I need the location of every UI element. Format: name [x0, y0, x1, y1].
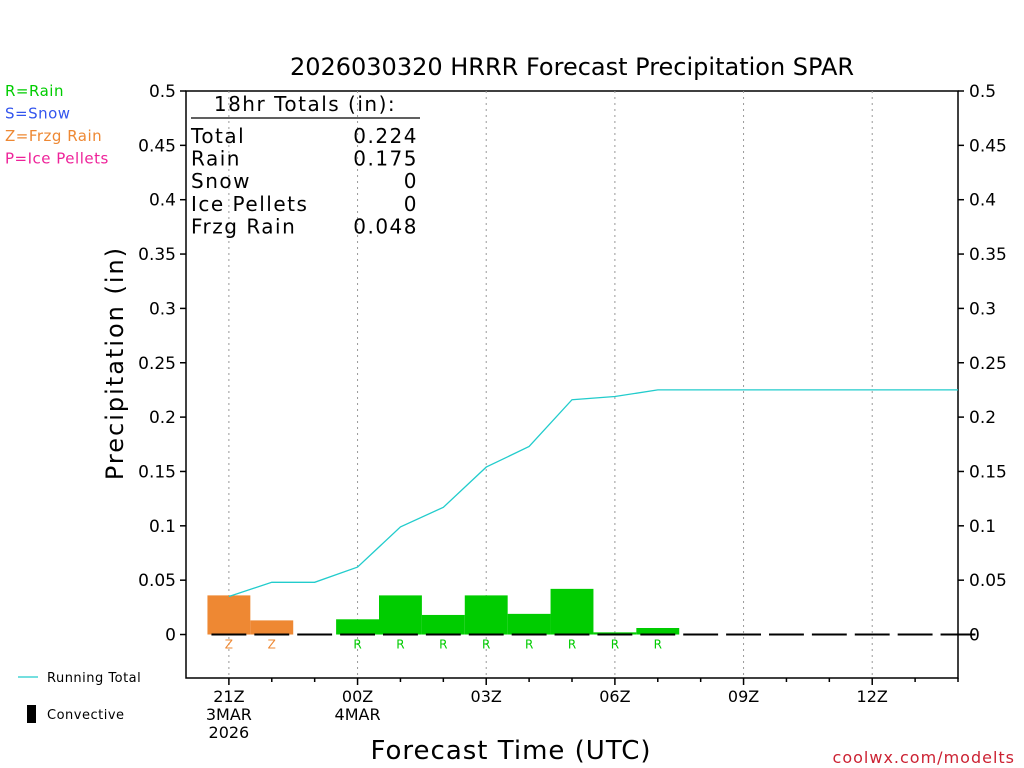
precip-bar — [464, 595, 508, 635]
y-tick-label-right: 0.15 — [969, 462, 1007, 482]
precip-bar — [336, 619, 379, 635]
running-total-line — [228, 389, 958, 598]
totals-row-value: 0.048 — [353, 214, 418, 238]
running-total-legend-label: Running Total — [47, 671, 141, 686]
precip-type-marker: Z — [225, 638, 233, 652]
y-tick-label-left: 0.4 — [149, 191, 176, 211]
type-legend-item: S=Snow — [5, 105, 71, 123]
precip-type-marker: Z — [268, 638, 276, 652]
y-tick-label-left: 0 — [165, 626, 176, 646]
precip-type-marker: R — [439, 638, 447, 652]
precip-type-marker: R — [396, 638, 404, 652]
totals-row-value: 0 — [404, 192, 418, 216]
precip-bars — [207, 588, 680, 635]
precip-bar — [593, 632, 637, 635]
precip-bar — [507, 613, 551, 635]
totals-box: 18hr Totals (in): Total 0.224 Rain 0.175 Snow… — [190, 92, 420, 238]
y-tick-label-left: 0.3 — [149, 299, 176, 319]
precip-type-marker: R — [353, 638, 361, 652]
precip-type-marker: R — [525, 638, 533, 652]
precip-type-marker: R — [568, 638, 576, 652]
footer-credit: coolwx.com/modelts — [833, 748, 1015, 767]
type-legend-item: P=Ice Pellets — [5, 150, 109, 168]
y-tick-label-right: 0.5 — [969, 82, 996, 102]
x-tick-label: 03Z — [471, 687, 502, 706]
y-tick-label-right: 0.25 — [969, 354, 1007, 374]
series-legend: Running Total Convective — [18, 671, 141, 723]
precip-bar — [250, 620, 294, 635]
precip-type-marker: R — [611, 638, 619, 652]
x-tick-label: 09Z — [728, 687, 759, 706]
chart-title: 2026030320 HRRR Forecast Precipitation S… — [290, 53, 854, 81]
y-tick-label-left: 0.15 — [138, 462, 176, 482]
totals-row-label: Rain — [191, 147, 241, 171]
x-tick-label: 21Z — [213, 687, 244, 706]
x-axis-label: Forecast Time (UTC) — [370, 736, 651, 766]
totals-row-label: Ice Pellets — [191, 192, 308, 216]
x-tick-label: 3MAR — [206, 705, 252, 724]
totals-row-label: Total — [190, 124, 245, 148]
x-tick-label: 2026 — [209, 723, 250, 742]
totals-row-label: Frzg Rain — [191, 214, 296, 238]
totals-row-value: 0.175 — [353, 147, 418, 171]
y-tick-label-left: 0.5 — [149, 82, 176, 102]
y-tick-label-left: 0.45 — [138, 136, 176, 156]
totals-row-label: Snow — [191, 169, 251, 193]
precip-bar — [379, 595, 422, 635]
y-tick-label-right: 0.2 — [969, 408, 996, 428]
x-tick-label: 12Z — [857, 687, 888, 706]
y-tick-label-right: 0.05 — [969, 571, 1007, 591]
y-tick-label-left: 0.1 — [149, 517, 176, 537]
type-legend-item: R=Rain — [5, 82, 64, 100]
y-tick-label-right: 0.45 — [969, 136, 1007, 156]
precip-bar — [636, 627, 680, 635]
y-tick-label-left: 0.25 — [138, 354, 176, 374]
y-tick-label-left: 0.35 — [138, 245, 176, 265]
totals-row-value: 0 — [404, 169, 418, 193]
y-axis-right: 00.050.10.150.20.250.30.350.40.450.5 — [958, 82, 1007, 646]
y-tick-label-right: 0.4 — [969, 191, 996, 211]
convective-legend-label: Convective — [47, 708, 125, 723]
precip-type-legend: R=Rain S=Snow Z=Frzg Rain P=Ice Pellets — [5, 82, 109, 168]
precip-bar — [550, 588, 594, 635]
x-tick-label: 4MAR — [335, 705, 381, 724]
x-tick-label: 06Z — [599, 687, 630, 706]
y-tick-label-right: 0.35 — [969, 245, 1007, 265]
y-axis-left: 0 0.05 0.1 0.15 0.2 0.25 0.3 0.35 0.4 0.45 0.5 — [138, 82, 186, 646]
y-tick-label-right: 0.3 — [969, 299, 996, 319]
y-tick-label-left: 0.2 — [149, 408, 176, 428]
x-tick-label: 00Z — [342, 687, 373, 706]
vertical-gridlines — [228, 91, 873, 678]
convective-legend-swatch — [27, 705, 36, 723]
type-legend-item: Z=Frzg Rain — [5, 127, 102, 145]
totals-header: 18hr Totals (in): — [214, 92, 396, 116]
y-axis-label: Precipitation (in) — [101, 246, 129, 480]
y-tick-label-right: 0.1 — [969, 517, 996, 537]
precip-bar — [421, 614, 465, 635]
y-tick-label-left: 0.05 — [138, 571, 176, 591]
precip-type-marker: R — [482, 638, 490, 652]
precip-type-marker: R — [654, 638, 662, 652]
precip-bar — [207, 595, 251, 635]
totals-row-value: 0.224 — [353, 124, 418, 148]
